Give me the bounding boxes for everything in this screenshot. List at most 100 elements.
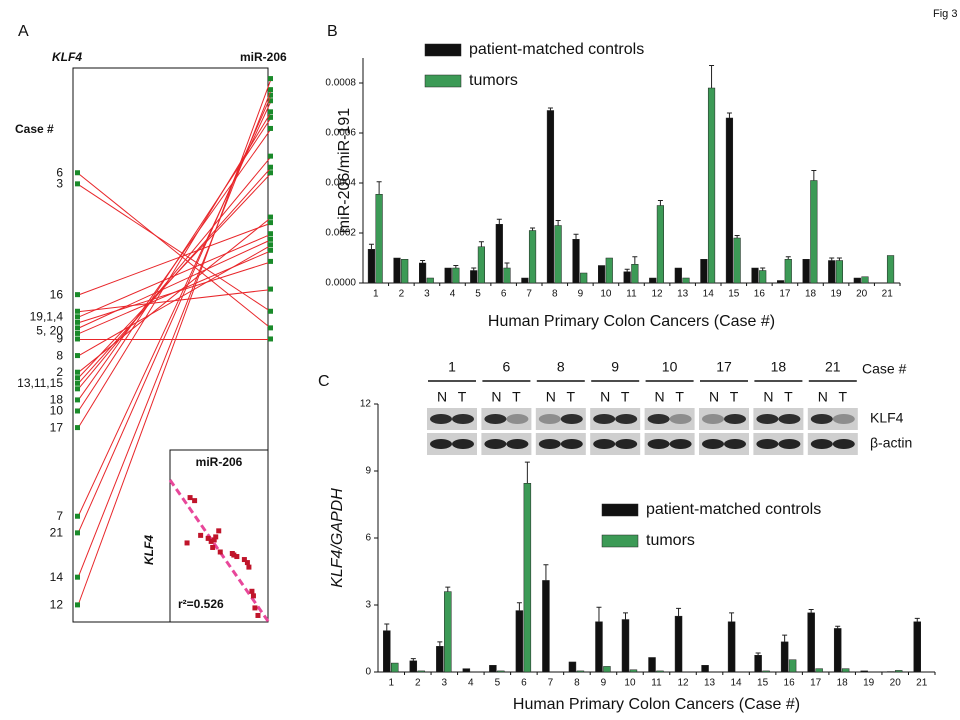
x-tick-label: 20 (856, 289, 868, 300)
mir206-point (268, 236, 273, 242)
bar (815, 668, 823, 673)
regression-line (168, 479, 272, 625)
error-bar (471, 267, 477, 271)
mir206-point (268, 98, 273, 104)
x-tick-label: 13 (704, 678, 716, 689)
klf4-point (75, 181, 80, 187)
blot-case: 6 (503, 359, 511, 375)
legend-label: patient-matched controls (646, 501, 821, 518)
inset-point (252, 605, 258, 611)
klf4-point (75, 513, 80, 519)
case-line (77, 217, 272, 374)
case-label: 5, 20 (36, 323, 63, 337)
case-label: 10 (50, 404, 64, 418)
x-tick-label: 18 (805, 289, 817, 300)
x-tick-label: 14 (731, 678, 743, 689)
bar (754, 655, 762, 673)
bar (656, 205, 664, 284)
case-label: 17 (50, 420, 64, 434)
lane-label: T (839, 389, 848, 405)
case-line (77, 112, 272, 429)
bar (725, 117, 734, 284)
bar (515, 610, 524, 673)
bar (409, 660, 418, 673)
blot-band (647, 414, 670, 424)
inset-point (198, 532, 204, 538)
blot-band (669, 439, 692, 449)
case-line (77, 239, 272, 329)
error-bar (547, 107, 553, 111)
bar (780, 641, 789, 673)
x-tick-label: 10 (624, 678, 636, 689)
panel-letter: C (318, 373, 330, 390)
mir206-point (268, 308, 273, 314)
mir206-point (268, 125, 273, 131)
x-tick-label: 21 (916, 678, 928, 689)
error-bar (478, 241, 484, 247)
inset-point (249, 588, 255, 594)
bar (523, 483, 532, 673)
bar (598, 265, 606, 284)
blot-band (506, 414, 529, 424)
blot-band (647, 439, 670, 449)
error-bar (709, 65, 715, 88)
mir206-point (268, 164, 273, 170)
y-tick-label: 6 (365, 533, 371, 544)
blot-band (832, 439, 855, 449)
error-bar (729, 612, 735, 622)
error-bar (596, 606, 602, 622)
blot-case: 18 (771, 359, 787, 375)
bar (401, 259, 409, 284)
y-tick-label: 0.0002 (325, 228, 356, 239)
lane-label: T (567, 389, 576, 405)
lane-label: N (655, 389, 665, 405)
y-tick-label: 0.0000 (325, 278, 356, 289)
blot-band (778, 414, 801, 424)
case-label: 19,1,4 (30, 309, 64, 323)
bar (682, 277, 690, 284)
error-bar (376, 181, 382, 195)
lane-label: T (512, 389, 521, 405)
bar (497, 670, 505, 673)
x-tick-label: 3 (424, 289, 430, 300)
bar (649, 277, 657, 284)
blot-band (832, 414, 855, 424)
inset-point (216, 528, 222, 534)
error-bar (676, 607, 682, 617)
bar (861, 276, 869, 284)
legend-label: tumors (646, 532, 695, 549)
bar (894, 670, 903, 673)
bar (623, 271, 631, 284)
bar (477, 246, 485, 284)
error-bar (836, 257, 842, 261)
case-line (77, 95, 272, 534)
mir206-point (268, 76, 273, 82)
error-bar (524, 461, 530, 484)
blot-band (615, 439, 638, 449)
bar (701, 665, 709, 673)
x-tick-label: 6 (501, 289, 507, 300)
x-tick-label: 7 (548, 678, 554, 689)
blot-row-label: β-actin (870, 435, 912, 451)
error-bar (726, 112, 732, 118)
bar (762, 670, 770, 673)
klf4-point (75, 380, 80, 386)
klf4-point (75, 319, 80, 325)
blot-case: 21 (825, 359, 841, 375)
x-tick-label: 14 (703, 289, 715, 300)
x-tick-label: 7 (526, 289, 532, 300)
x-tick-label: 9 (578, 289, 584, 300)
case-line (77, 222, 272, 296)
y-tick-label: 12 (360, 399, 372, 410)
x-tick-label: 4 (468, 678, 474, 689)
error-bar (496, 218, 502, 225)
x-tick-label: 3 (442, 678, 448, 689)
mir206-point (268, 109, 273, 115)
error-bar (420, 260, 426, 263)
bar (777, 280, 785, 284)
bar (886, 255, 895, 284)
x-tick-label: 20 (890, 678, 902, 689)
error-bar (835, 625, 841, 629)
lane-label: N (491, 389, 501, 405)
bar (700, 259, 708, 284)
